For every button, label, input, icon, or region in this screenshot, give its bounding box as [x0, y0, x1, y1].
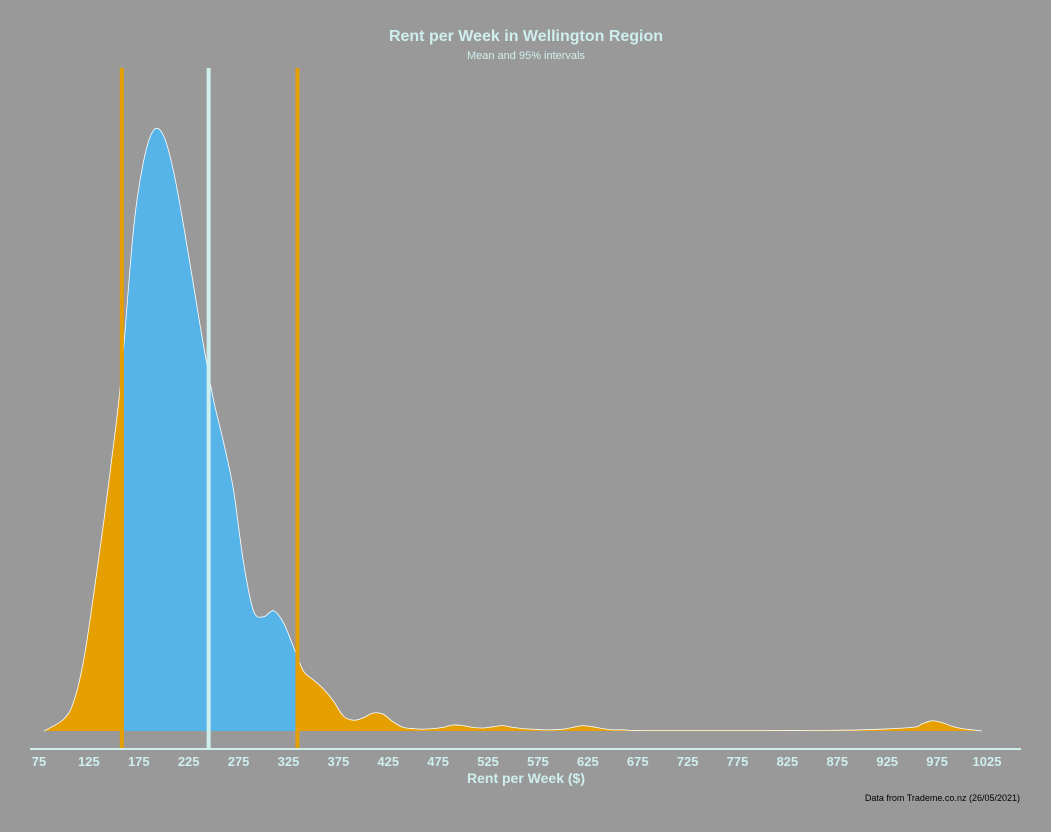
x-tick-label: 825 — [777, 754, 799, 769]
x-tick-label: 975 — [926, 754, 948, 769]
x-tick-label: 775 — [727, 754, 749, 769]
plot-area — [43, 68, 983, 748]
chart-caption: Data from Trademe.co.nz (26/05/2021) — [865, 793, 1020, 803]
x-axis-ticks: 75 125 175 225 275 325 375 425 475 525 575 625 675 72… — [32, 754, 1002, 769]
x-tick-label: 925 — [876, 754, 898, 769]
x-tick-label: 1025 — [973, 754, 1002, 769]
x-tick-label: 375 — [328, 754, 350, 769]
x-tick-label: 525 — [477, 754, 499, 769]
x-tick-label: 225 — [178, 754, 200, 769]
x-tick-label: 75 — [32, 754, 46, 769]
x-tick-label: 675 — [627, 754, 649, 769]
chart-subtitle: Mean and 95% intervals — [467, 50, 586, 62]
x-tick-label: 325 — [278, 754, 300, 769]
chart-title: Rent per Week in Wellington Region — [389, 28, 663, 45]
x-tick-label: 425 — [377, 754, 399, 769]
x-tick-label: 475 — [427, 754, 449, 769]
density-outline — [43, 127, 983, 732]
x-axis-title: Rent per Week ($) — [467, 770, 585, 786]
x-tick-label: 125 — [78, 754, 100, 769]
x-tick-label: 275 — [228, 754, 250, 769]
x-tick-label: 875 — [826, 754, 848, 769]
x-tick-label: 725 — [677, 754, 699, 769]
x-tick-label: 575 — [527, 754, 549, 769]
x-tick-label: 175 — [128, 754, 150, 769]
x-tick-label: 625 — [577, 754, 599, 769]
